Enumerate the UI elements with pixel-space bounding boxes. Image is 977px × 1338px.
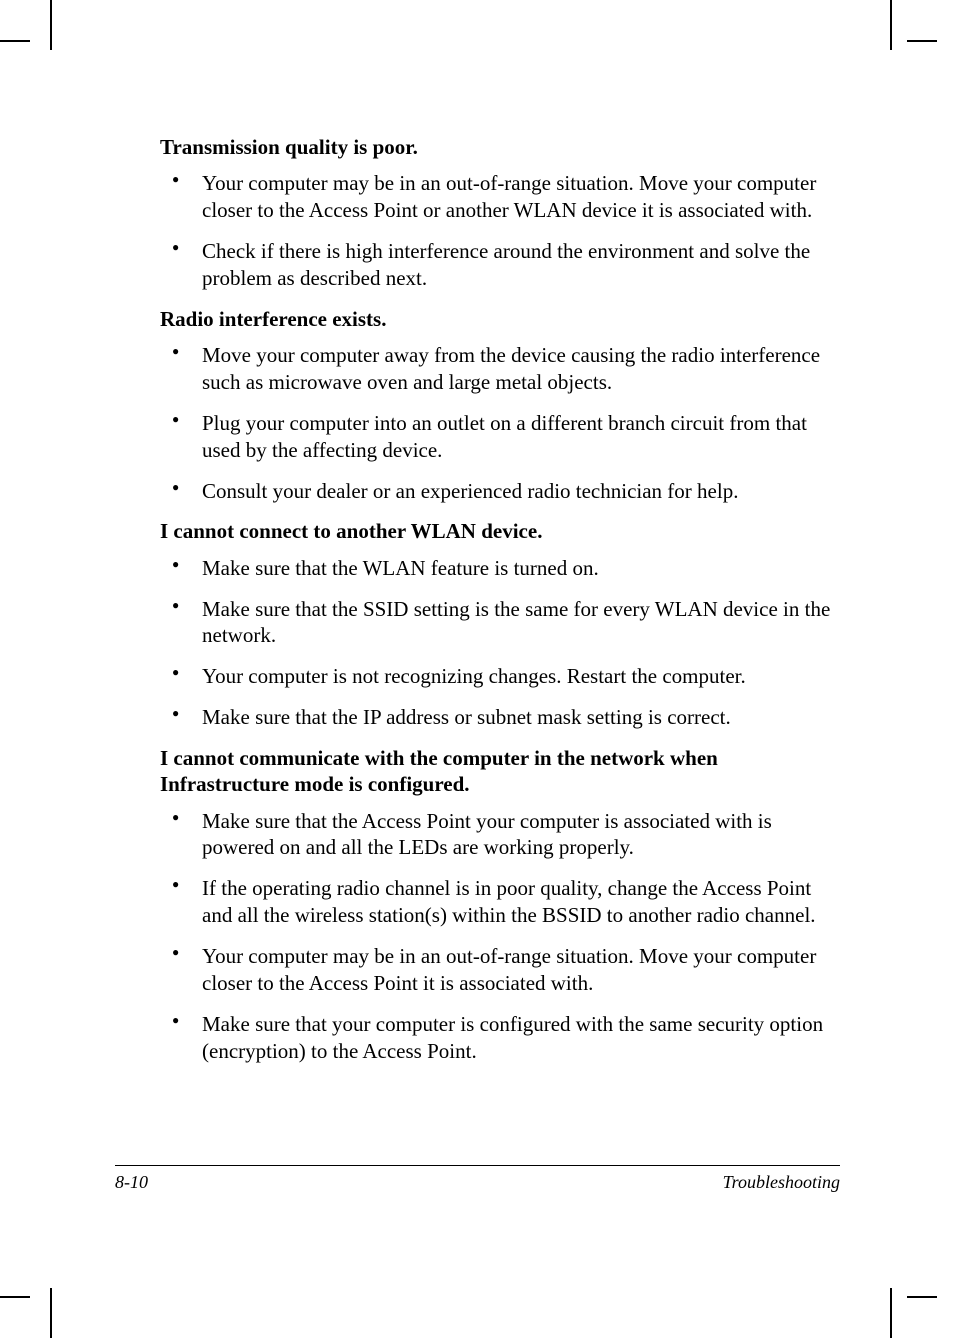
bullet-list: Make sure that the Access Point your com… (160, 808, 840, 1065)
page-content: Transmission quality is poor. Your compu… (160, 120, 840, 1079)
bullet-list: Move your computer away from the device … (160, 342, 840, 504)
crop-mark (890, 1288, 892, 1338)
footer-rule (115, 1165, 840, 1166)
list-item: Check if there is high interference arou… (160, 238, 840, 292)
bullet-list: Your computer may be in an out-of-range … (160, 170, 840, 292)
list-item: Make sure that your computer is configur… (160, 1011, 840, 1065)
page-footer: 8-10 Troubleshooting (115, 1165, 840, 1193)
crop-mark (907, 1296, 937, 1298)
crop-mark (890, 0, 892, 50)
list-item: Your computer may be in an out-of-range … (160, 170, 840, 224)
crop-mark (0, 1296, 30, 1298)
list-item: Make sure that the IP address or subnet … (160, 704, 840, 731)
list-item: Make sure that the Access Point your com… (160, 808, 840, 862)
crop-mark (50, 1288, 52, 1338)
section-heading: Radio interference exists. (160, 306, 840, 332)
list-item: Plug your computer into an outlet on a d… (160, 410, 840, 464)
section-heading: I cannot connect to another WLAN device. (160, 518, 840, 544)
list-item: Move your computer away from the device … (160, 342, 840, 396)
section-heading: I cannot communicate with the computer i… (160, 745, 840, 798)
page-number: 8-10 (115, 1172, 148, 1193)
list-item: If the operating radio channel is in poo… (160, 875, 840, 929)
list-item: Make sure that the SSID setting is the s… (160, 596, 840, 650)
crop-mark (907, 40, 937, 42)
list-item: Your computer is not recognizing changes… (160, 663, 840, 690)
crop-mark (50, 0, 52, 50)
bullet-list: Make sure that the WLAN feature is turne… (160, 555, 840, 731)
crop-mark (0, 40, 30, 42)
section-heading: Transmission quality is poor. (160, 134, 840, 160)
footer-row: 8-10 Troubleshooting (115, 1172, 840, 1193)
footer-title: Troubleshooting (723, 1172, 840, 1193)
list-item: Make sure that the WLAN feature is turne… (160, 555, 840, 582)
list-item: Consult your dealer or an experienced ra… (160, 478, 840, 505)
list-item: Your computer may be in an out-of-range … (160, 943, 840, 997)
